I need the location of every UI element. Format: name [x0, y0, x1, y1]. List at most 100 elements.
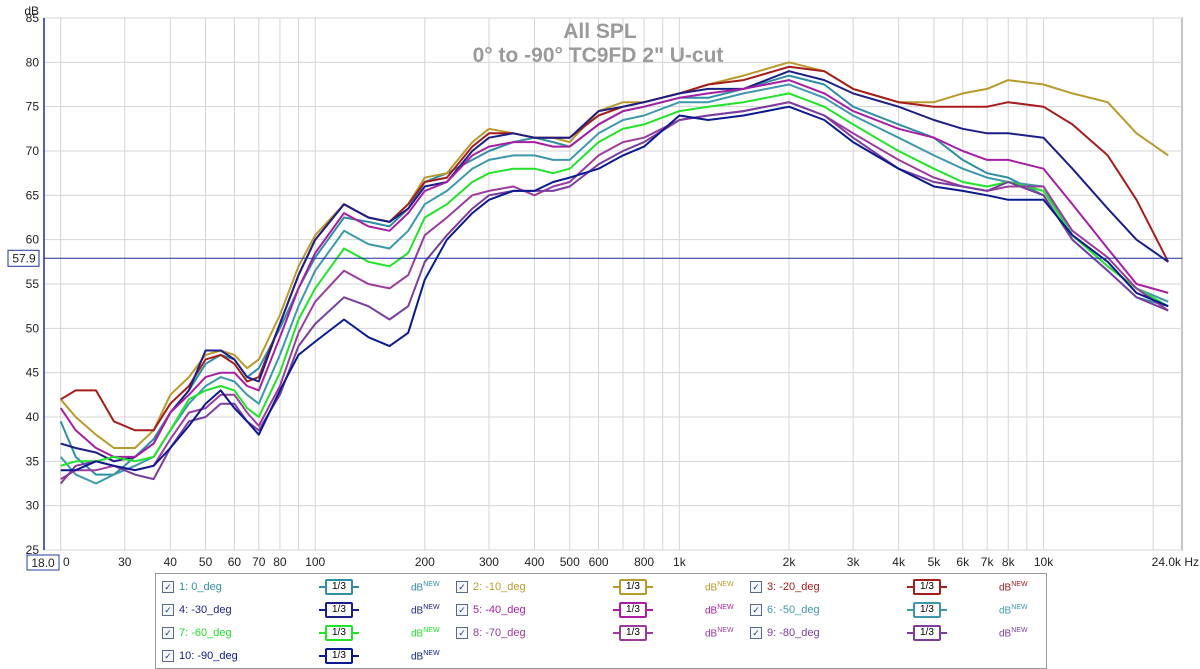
smoothing-button[interactable]: 1/3 — [613, 625, 683, 641]
units-button[interactable]: dBNEW — [999, 627, 1028, 639]
smoothing-label: 1/3 — [325, 579, 353, 595]
units-button[interactable]: dBNEW — [705, 581, 734, 593]
smoothing-button[interactable]: 1/3 — [907, 602, 977, 618]
units-sup: NEW — [423, 580, 440, 588]
legend-label: 10: -90_deg — [179, 650, 238, 662]
smoothing-label: 1/3 — [913, 602, 941, 618]
x-tick-label: 200 — [415, 555, 435, 569]
y-tick-label: 45 — [26, 366, 40, 380]
legend-checkbox[interactable]: ✓ — [162, 604, 174, 616]
smoothing-label: 1/3 — [619, 579, 647, 595]
y-tick-label: 30 — [26, 499, 40, 513]
smoothing-line-right — [352, 632, 359, 634]
y-tick-label: 25 — [26, 543, 40, 557]
smoothing-line-right — [352, 655, 359, 657]
x-tick-label: 600 — [589, 555, 609, 569]
smoothing-button[interactable]: 1/3 — [613, 602, 683, 618]
x-tick-label: 2k — [783, 555, 797, 569]
legend-checkbox[interactable]: ✓ — [750, 604, 762, 616]
x-tick-label: 400 — [524, 555, 544, 569]
x-tick-label: 30 — [118, 555, 132, 569]
legend-item: ✓ 10: -90_deg 1/3 dBNEW — [162, 646, 440, 666]
x-tick-label: 5k — [928, 555, 942, 569]
x-tick-label: 100 — [305, 555, 325, 569]
units-label: dB — [999, 605, 1012, 617]
units-sup: NEW — [1011, 580, 1028, 588]
x-tick-label: 7k — [981, 555, 995, 569]
units-sup: NEW — [423, 603, 440, 611]
legend-label: 2: -10_deg — [473, 581, 526, 593]
units-label: dB — [705, 582, 718, 594]
units-button[interactable]: dBNEW — [411, 627, 440, 639]
units-label: dB — [999, 628, 1012, 640]
y-tick-label: 50 — [26, 321, 40, 335]
units-sup: NEW — [717, 580, 734, 588]
smoothing-button[interactable]: 1/3 — [907, 625, 977, 641]
smoothing-line-left — [319, 632, 325, 634]
legend-label: 9: -80_deg — [767, 627, 820, 639]
units-label: dB — [411, 605, 424, 617]
series-group — [59, 61, 1170, 485]
units-button[interactable]: dBNEW — [705, 627, 734, 639]
legend-label: 3: -20_deg — [767, 581, 820, 593]
units-label: dB — [411, 628, 424, 640]
legend-item: ✓ 2: -10_deg 1/3 dBNEW — [456, 577, 734, 597]
units-label: dB — [411, 651, 424, 663]
legend-label: 6: -50_deg — [767, 604, 820, 616]
x-tick-label: 500 — [560, 555, 580, 569]
smoothing-label: 1/3 — [619, 602, 647, 618]
units-button[interactable]: dBNEW — [411, 581, 440, 593]
smoothing-label: 1/3 — [913, 625, 941, 641]
series-line--80_deg — [59, 101, 1169, 485]
smoothing-button[interactable]: 1/3 — [319, 648, 389, 664]
smoothing-button[interactable]: 1/3 — [319, 579, 389, 595]
smoothing-button[interactable]: 1/3 — [907, 579, 977, 595]
legend-checkbox[interactable]: ✓ — [162, 650, 174, 662]
x-tick-label: 300 — [479, 555, 499, 569]
y-tick-label: 85 — [26, 11, 40, 25]
smoothing-line-left — [907, 632, 913, 634]
smoothing-label: 1/3 — [913, 579, 941, 595]
units-button[interactable]: dBNEW — [411, 604, 440, 616]
y-tick-label: 35 — [26, 454, 40, 468]
x-tick-label: 70 — [252, 555, 266, 569]
smoothing-line-right — [940, 586, 947, 588]
x-tick-label: 3k — [847, 555, 861, 569]
legend-item: ✓ 5: -40_deg 1/3 dBNEW — [456, 600, 734, 620]
legend-checkbox[interactable]: ✓ — [162, 581, 174, 593]
smoothing-line-left — [613, 586, 619, 588]
y-tick-label: 55 — [26, 277, 40, 291]
units-sup: NEW — [717, 603, 734, 611]
smoothing-line-left — [319, 586, 325, 588]
smoothing-button[interactable]: 1/3 — [613, 579, 683, 595]
legend-item: ✓ 4: -30_deg 1/3 dBNEW — [162, 600, 440, 620]
units-label: dB — [411, 582, 424, 594]
smoothing-line-left — [613, 632, 619, 634]
smoothing-line-left — [907, 586, 913, 588]
x-min-box — [26, 554, 60, 571]
units-button[interactable]: dBNEW — [999, 581, 1028, 593]
smoothing-button[interactable]: 1/3 — [319, 602, 389, 618]
legend-label: 1: 0_deg — [179, 581, 222, 593]
units-button[interactable]: dBNEW — [705, 604, 734, 616]
x-max-label: 24.0k Hz — [1152, 555, 1199, 569]
legend-checkbox[interactable]: ✓ — [456, 581, 468, 593]
legend-checkbox[interactable]: ✓ — [456, 604, 468, 616]
y-tick-label: 60 — [26, 233, 40, 247]
smoothing-button[interactable]: 1/3 — [319, 625, 389, 641]
units-label: dB — [705, 628, 718, 640]
units-button[interactable]: dBNEW — [999, 604, 1028, 616]
smoothing-line-right — [352, 609, 359, 611]
units-button[interactable]: dBNEW — [411, 650, 440, 662]
legend-label: 4: -30_deg — [179, 604, 232, 616]
units-sup: NEW — [1011, 626, 1028, 634]
legend-checkbox[interactable]: ✓ — [456, 627, 468, 639]
legend-item: ✓ 3: -20_deg 1/3 dBNEW — [750, 577, 1028, 597]
series-line--60_deg — [60, 92, 1169, 467]
y-tick-label: 75 — [26, 100, 40, 114]
series-line--20_deg — [60, 65, 1170, 432]
legend-checkbox[interactable]: ✓ — [162, 627, 174, 639]
legend-checkbox[interactable]: ✓ — [750, 581, 762, 593]
legend-checkbox[interactable]: ✓ — [750, 627, 762, 639]
